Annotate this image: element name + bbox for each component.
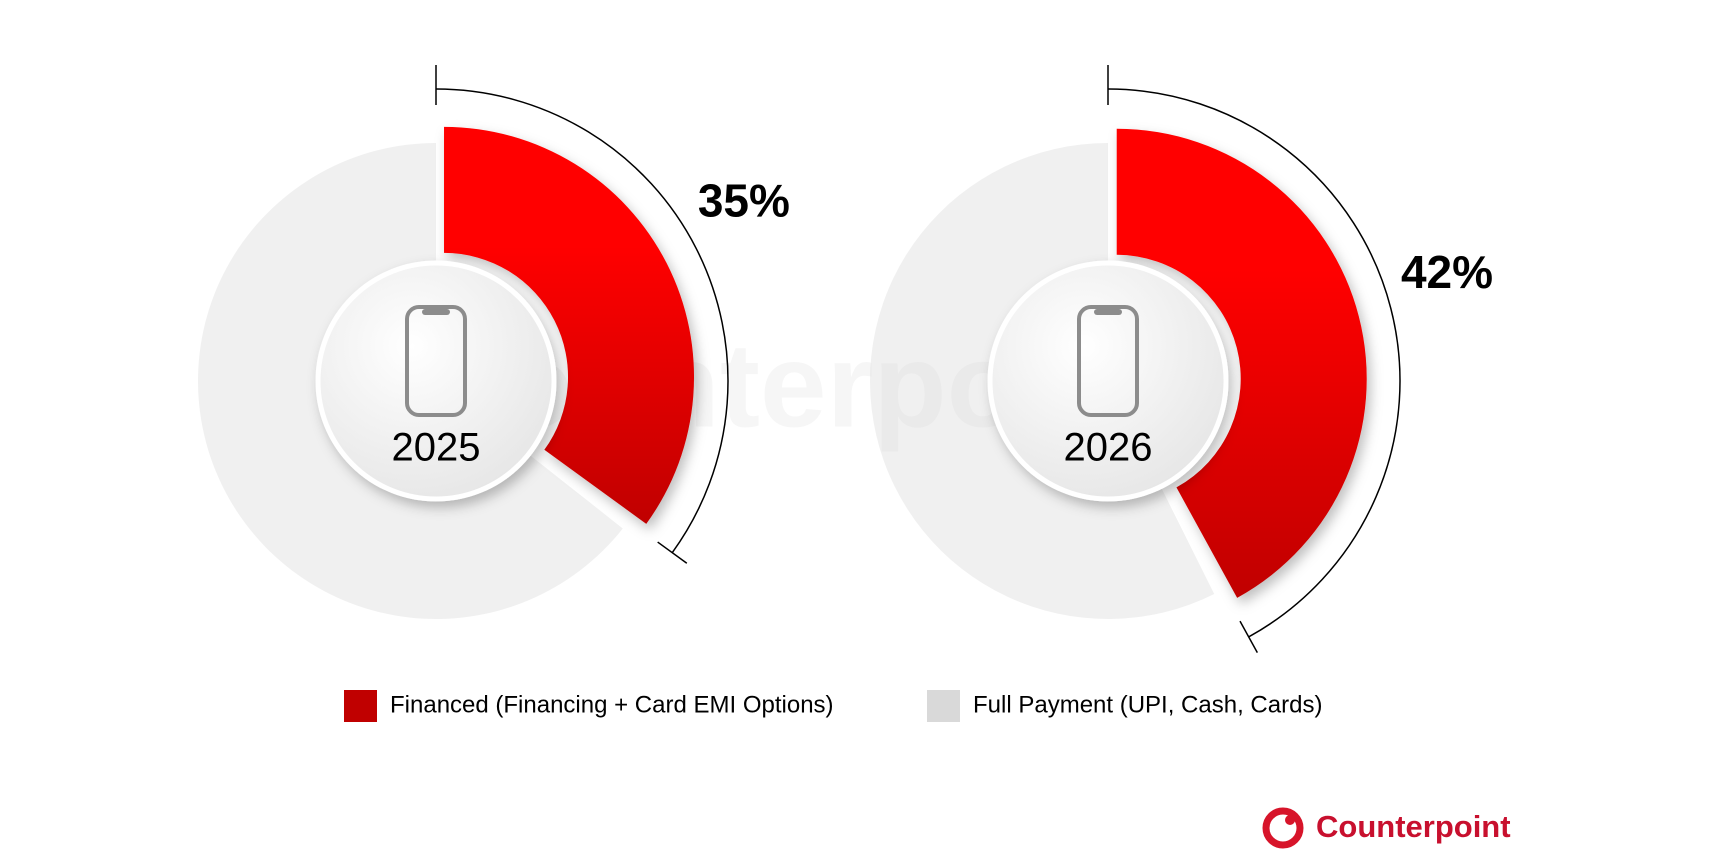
donut: 42% 2026	[870, 65, 1493, 654]
legend-label: Full Payment (UPI, Cash, Cards)	[973, 691, 1322, 718]
value-label: 42%	[1401, 246, 1493, 298]
year-label: 2025	[392, 426, 481, 470]
phone-notch	[422, 309, 450, 315]
bracket-tick	[657, 541, 688, 564]
legend-label: Financed (Financing + Card EMI Options)	[390, 691, 834, 718]
phone-icon	[1077, 305, 1139, 417]
value-label: 35%	[698, 174, 790, 226]
logo-text: Counterpoint	[1316, 809, 1511, 844]
bracket	[435, 88, 729, 554]
legend-swatch	[344, 690, 377, 722]
brand-logo: Counterpoint	[1262, 807, 1511, 849]
phone-icon	[405, 305, 467, 417]
logo-dot	[1285, 815, 1295, 825]
financed-segment	[1116, 128, 1367, 598]
bracket-tick	[1239, 620, 1259, 654]
financed-segment	[444, 126, 695, 524]
phone-notch	[1094, 309, 1122, 315]
bracket	[1107, 88, 1401, 638]
legend-swatch	[927, 690, 960, 722]
year-label: 2026	[1064, 426, 1153, 470]
center-disc	[987, 260, 1229, 502]
center-disc	[315, 260, 557, 502]
donut: 35% 2025	[198, 65, 790, 619]
logo-icon	[1262, 807, 1304, 849]
